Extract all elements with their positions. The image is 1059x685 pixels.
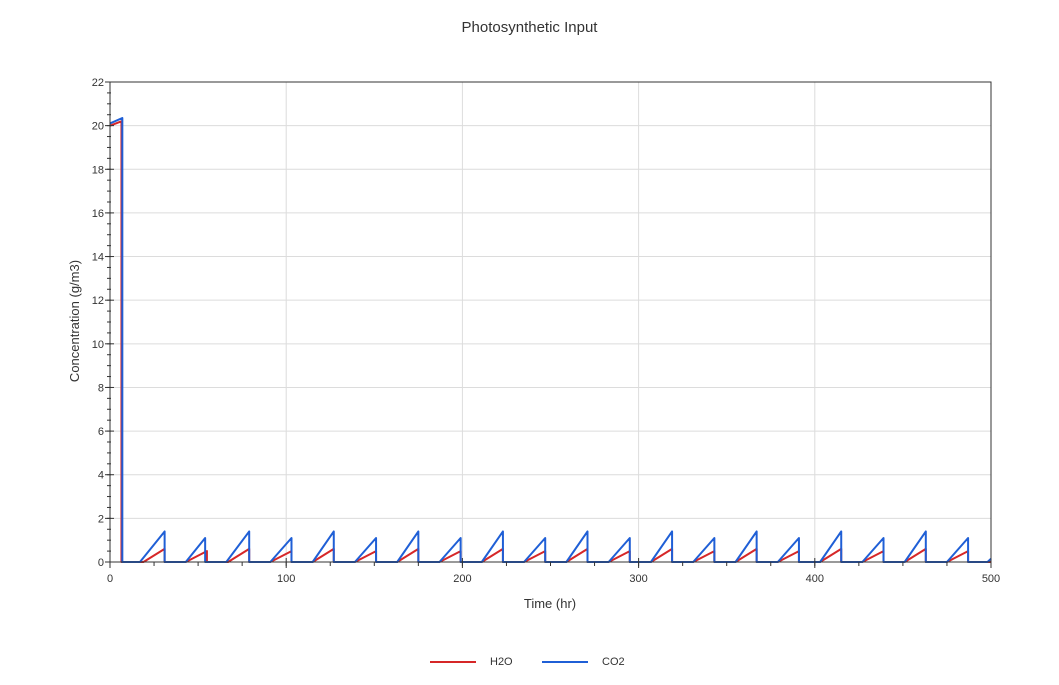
y-tick-label: 0 xyxy=(98,557,104,569)
x-tick-label: 400 xyxy=(806,573,824,585)
y-tick-label: 16 xyxy=(92,208,104,220)
y-tick-label: 14 xyxy=(92,252,104,264)
y-axis-label: Concentration (g/m3) xyxy=(67,260,82,382)
y-tick-label: 22 xyxy=(92,77,104,89)
y-tick-label: 6 xyxy=(98,426,104,438)
y-tick-label: 20 xyxy=(92,121,104,133)
y-tick-label: 2 xyxy=(98,513,104,525)
y-tick-label: 4 xyxy=(98,470,104,482)
legend-swatch-h2o xyxy=(430,661,476,663)
x-tick-label: 200 xyxy=(453,573,471,585)
y-tick-label: 8 xyxy=(98,382,104,394)
series-layer xyxy=(109,117,992,563)
legend-swatch-co2 xyxy=(542,661,588,663)
legend-item-h2o[interactable]: H2O xyxy=(430,656,513,668)
y-tick-label: 10 xyxy=(92,339,104,351)
x-tick-label: 300 xyxy=(629,573,647,585)
y-tick-label: 18 xyxy=(92,164,104,176)
series-line-h2o xyxy=(109,120,991,563)
x-tick-label: 500 xyxy=(982,573,1000,585)
legend-item-co2[interactable]: CO2 xyxy=(542,656,625,668)
chart-title: Photosynthetic Input xyxy=(461,19,598,36)
x-axis-label: Time (hr) xyxy=(524,596,576,611)
legend: H2O CO2 xyxy=(0,656,1059,672)
grid-lines xyxy=(110,81,992,562)
legend-label-h2o: H2O xyxy=(490,656,513,668)
series-line-co2 xyxy=(109,117,992,563)
plot-frame xyxy=(109,81,992,563)
axes: 0 100 200 300 400 500 0 2 4 6 8 10 12 14 16 18 20 22 xyxy=(92,77,1000,585)
y-tick-label: 12 xyxy=(92,295,104,307)
legend-label-co2: CO2 xyxy=(602,656,625,668)
x-tick-label: 0 xyxy=(107,573,113,585)
x-tick-label: 100 xyxy=(277,573,295,585)
